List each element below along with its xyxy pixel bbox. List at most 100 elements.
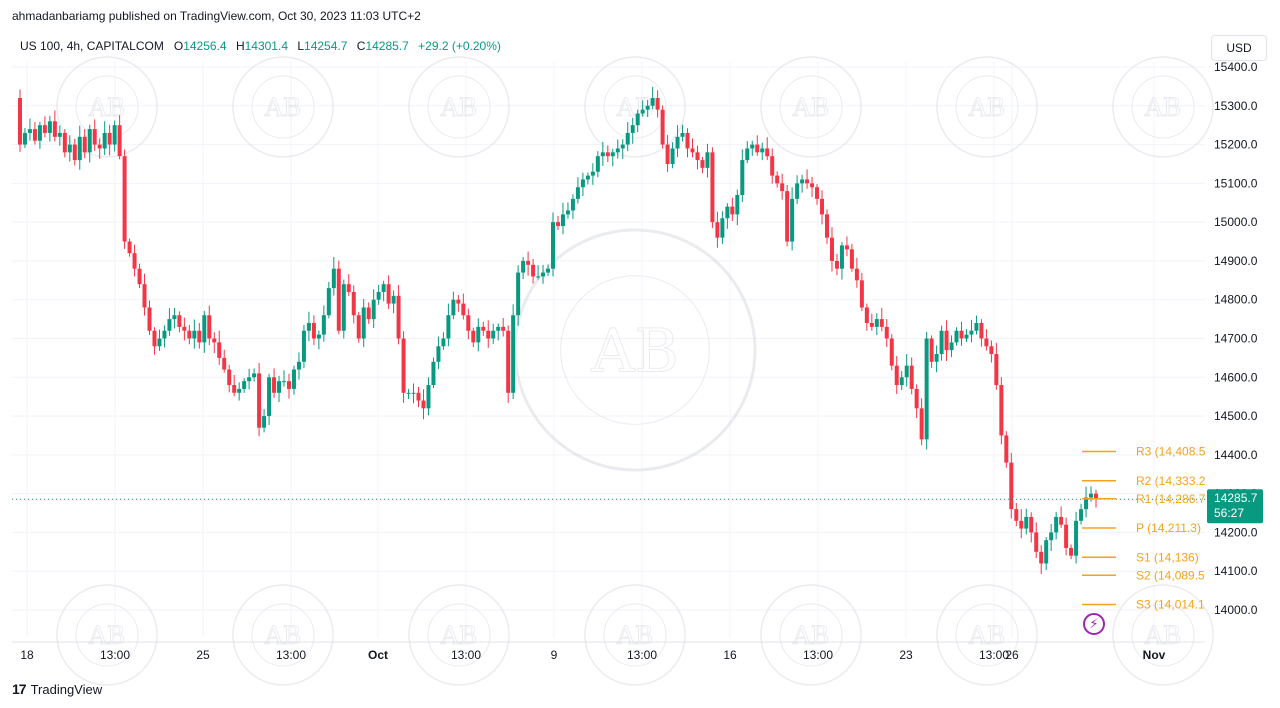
candle-body	[311, 322, 316, 339]
watermark-monogram: AB	[440, 621, 477, 650]
candle-body	[994, 354, 999, 386]
pivot-label: R1 (14,286.7	[1136, 492, 1206, 506]
open-value: 14256.4	[183, 39, 227, 53]
candle-body	[844, 245, 849, 250]
candle-body	[426, 385, 431, 409]
candle-body	[700, 160, 705, 168]
candle-body	[286, 381, 291, 389]
watermark-inner-ring	[1131, 75, 1195, 139]
candle-body	[162, 330, 167, 339]
x-tick-label: 13:00	[276, 648, 306, 662]
candle-body	[47, 121, 52, 133]
candle-body	[466, 315, 471, 331]
candle-body	[705, 152, 710, 168]
candle-body	[595, 156, 600, 172]
candle-body	[77, 136, 82, 161]
y-tick-label: 15400.0	[1214, 60, 1258, 74]
candle-body	[859, 280, 864, 308]
candle-body	[570, 198, 575, 211]
watermark-inner-ring	[427, 75, 491, 139]
candle-body	[1094, 493, 1098, 500]
candle-body	[172, 315, 177, 320]
candle-body	[381, 284, 386, 292]
candle-body	[755, 144, 760, 153]
candle-body	[645, 105, 650, 110]
candle-body	[536, 276, 541, 278]
candle-body	[441, 338, 446, 347]
candle-body	[650, 98, 655, 106]
candle-body	[1049, 532, 1054, 541]
candle-body	[984, 338, 989, 347]
candle-body	[257, 373, 262, 428]
symbol-name[interactable]: US 100, 4h, CAPITALCOM	[20, 39, 164, 53]
watermark-inner-ring	[251, 603, 315, 667]
candle-body	[600, 152, 605, 157]
candle-body	[526, 260, 531, 265]
high-label: H	[235, 39, 245, 53]
watermark-ring	[936, 56, 1038, 158]
candle-body	[491, 330, 496, 339]
y-tick-label: 15200.0	[1214, 138, 1258, 152]
candle-body	[964, 334, 969, 339]
candle-body	[889, 338, 894, 366]
candle-body	[1074, 520, 1079, 556]
watermark-seal: AB	[760, 56, 862, 158]
candle-body	[670, 148, 675, 164]
candle-body	[57, 132, 62, 137]
currency-button[interactable]: USD	[1211, 35, 1267, 61]
candle-body	[386, 284, 391, 304]
candle-body	[765, 148, 770, 157]
candle-body	[560, 214, 565, 227]
last-price-tag	[1207, 489, 1263, 524]
watermark-ring	[232, 584, 334, 686]
candle-body	[829, 237, 834, 261]
watermark-ring	[584, 56, 686, 158]
candle-body	[615, 148, 620, 153]
candle-body	[655, 98, 660, 110]
x-tick-label: 13:00	[627, 648, 657, 662]
candle-body	[745, 148, 750, 161]
x-tick-label: 23	[899, 648, 913, 662]
watermark-inner-ring	[955, 603, 1019, 667]
candle-body	[446, 315, 451, 339]
price-axis[interactable]: 15400.0 15300.0 15200.0 15100.0 15000.0 14900…	[1207, 60, 1263, 617]
candle-body	[107, 132, 112, 145]
candle-body	[635, 113, 640, 126]
pivot-levels: R3 (14,408.5 R2 (14,333.2 R1 (14,286.7 P (1…	[1082, 445, 1206, 612]
candle-body	[306, 322, 311, 331]
watermark-monogram: AB	[440, 93, 477, 122]
candle-body	[177, 315, 182, 327]
watermark-seal: AB	[408, 56, 510, 158]
candle-body	[1004, 435, 1009, 463]
candle-body	[17, 98, 22, 145]
y-tick-label: 14900.0	[1214, 254, 1258, 268]
candle-body	[620, 144, 625, 149]
candle-body	[192, 330, 197, 339]
candle-body	[242, 381, 247, 389]
candle-body	[909, 365, 914, 389]
low-label: L	[297, 39, 305, 53]
candle-body	[501, 326, 506, 331]
candle-body	[1069, 547, 1074, 556]
candle-body	[710, 152, 715, 223]
candle-body	[1084, 497, 1089, 510]
symbol-legend: US 100, 4h, CAPITALCOM O14256.4 H14301.4…	[20, 39, 501, 53]
candle-body	[167, 319, 172, 331]
watermark-ring	[408, 56, 510, 158]
candle-body	[72, 144, 77, 161]
watermark-seal: AB	[56, 56, 158, 158]
candle-body	[979, 322, 984, 339]
y-tick-label: 15100.0	[1214, 176, 1258, 190]
candle-body	[22, 132, 27, 145]
time-axis[interactable]: 18 13:00 25 13:00 Oct 13:00 9 13:00 16 13:00 23 13:…	[20, 648, 1165, 662]
watermark-seal: AB	[760, 584, 862, 686]
candle-body	[934, 354, 939, 362]
watermark-ring	[408, 584, 510, 686]
lightning-icon[interactable]: ⚡	[1083, 613, 1105, 635]
candle-body	[411, 392, 416, 394]
watermark-ring	[584, 584, 686, 686]
candle-body	[954, 330, 959, 343]
candle-body	[217, 342, 222, 358]
watermark-monogram: AB	[792, 93, 829, 122]
